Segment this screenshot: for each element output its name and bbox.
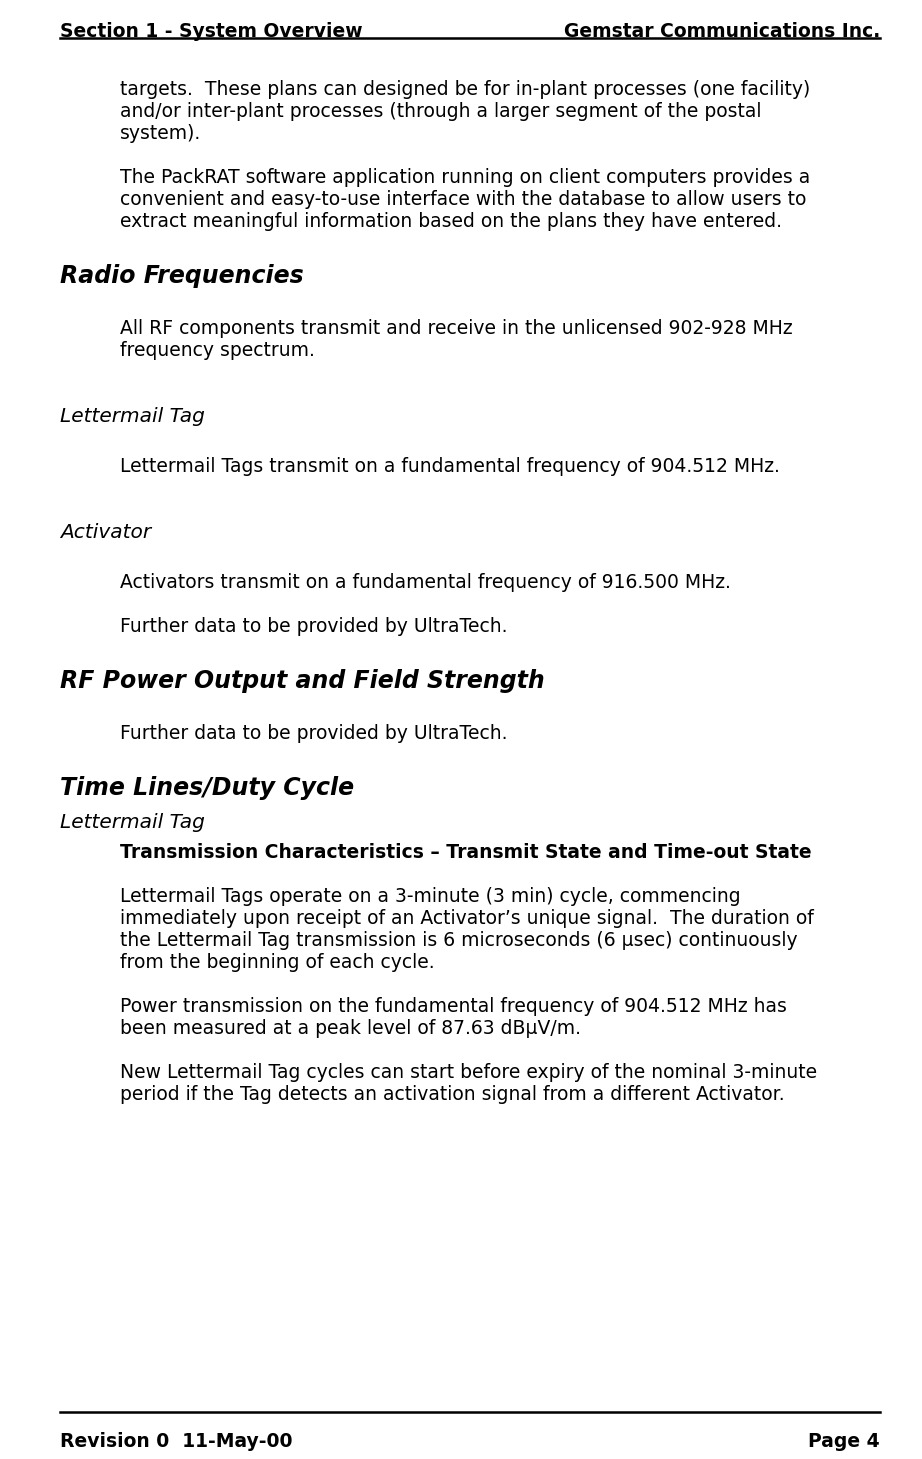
Text: Page 4: Page 4 [809,1431,880,1452]
Text: New Lettermail Tag cycles can start before expiry of the nominal 3-minute: New Lettermail Tag cycles can start befo… [120,1064,817,1083]
Text: system).: system). [120,124,201,143]
Text: Power transmission on the fundamental frequency of 904.512 MHz has: Power transmission on the fundamental fr… [120,996,786,1015]
Text: Radio Frequencies: Radio Frequencies [60,264,303,287]
Text: Further data to be provided by UltraTech.: Further data to be provided by UltraTech… [120,724,507,743]
Text: Section 1 - System Overview: Section 1 - System Overview [60,22,362,41]
Text: Further data to be provided by UltraTech.: Further data to be provided by UltraTech… [120,617,507,636]
Text: and/or inter-plant processes (through a larger segment of the postal: and/or inter-plant processes (through a … [120,102,762,121]
Text: the Lettermail Tag transmission is 6 microseconds (6 μsec) continuously: the Lettermail Tag transmission is 6 mic… [120,931,798,950]
Text: from the beginning of each cycle.: from the beginning of each cycle. [120,953,434,972]
Text: Activators transmit on a fundamental frequency of 916.500 MHz.: Activators transmit on a fundamental fre… [120,573,731,592]
Text: RF Power Output and Field Strength: RF Power Output and Field Strength [60,670,545,693]
Text: Lettermail Tag: Lettermail Tag [60,813,205,832]
Text: The PackRAT software application running on client computers provides a: The PackRAT software application running… [120,168,810,187]
Text: targets.  These plans can designed be for in-plant processes (one facility): targets. These plans can designed be for… [120,80,810,99]
Text: Lettermail Tag: Lettermail Tag [60,407,205,426]
Text: frequency spectrum.: frequency spectrum. [120,341,315,360]
Text: period if the Tag detects an activation signal from a different Activator.: period if the Tag detects an activation … [120,1085,785,1104]
Text: extract meaningful information based on the plans they have entered.: extract meaningful information based on … [120,212,782,231]
Text: convenient and easy-to-use interface with the database to allow users to: convenient and easy-to-use interface wit… [120,190,807,209]
Text: been measured at a peak level of 87.63 dBμV/m.: been measured at a peak level of 87.63 d… [120,1018,581,1037]
Text: All RF components transmit and receive in the unlicensed 902-928 MHz: All RF components transmit and receive i… [120,320,793,338]
Text: Revision 0  11-May-00: Revision 0 11-May-00 [60,1431,292,1452]
Text: Lettermail Tags operate on a 3-minute (3 min) cycle, commencing: Lettermail Tags operate on a 3-minute (3… [120,887,740,906]
Text: Time Lines/Duty Cycle: Time Lines/Duty Cycle [60,776,354,800]
Text: immediately upon receipt of an Activator’s unique signal.  The duration of: immediately upon receipt of an Activator… [120,909,814,928]
Text: Gemstar Communications Inc.: Gemstar Communications Inc. [563,22,880,41]
Text: Transmission Characteristics – Transmit State and Time-out State: Transmission Characteristics – Transmit … [120,843,811,862]
Text: Lettermail Tags transmit on a fundamental frequency of 904.512 MHz.: Lettermail Tags transmit on a fundamenta… [120,457,780,476]
Text: Activator: Activator [60,522,151,541]
